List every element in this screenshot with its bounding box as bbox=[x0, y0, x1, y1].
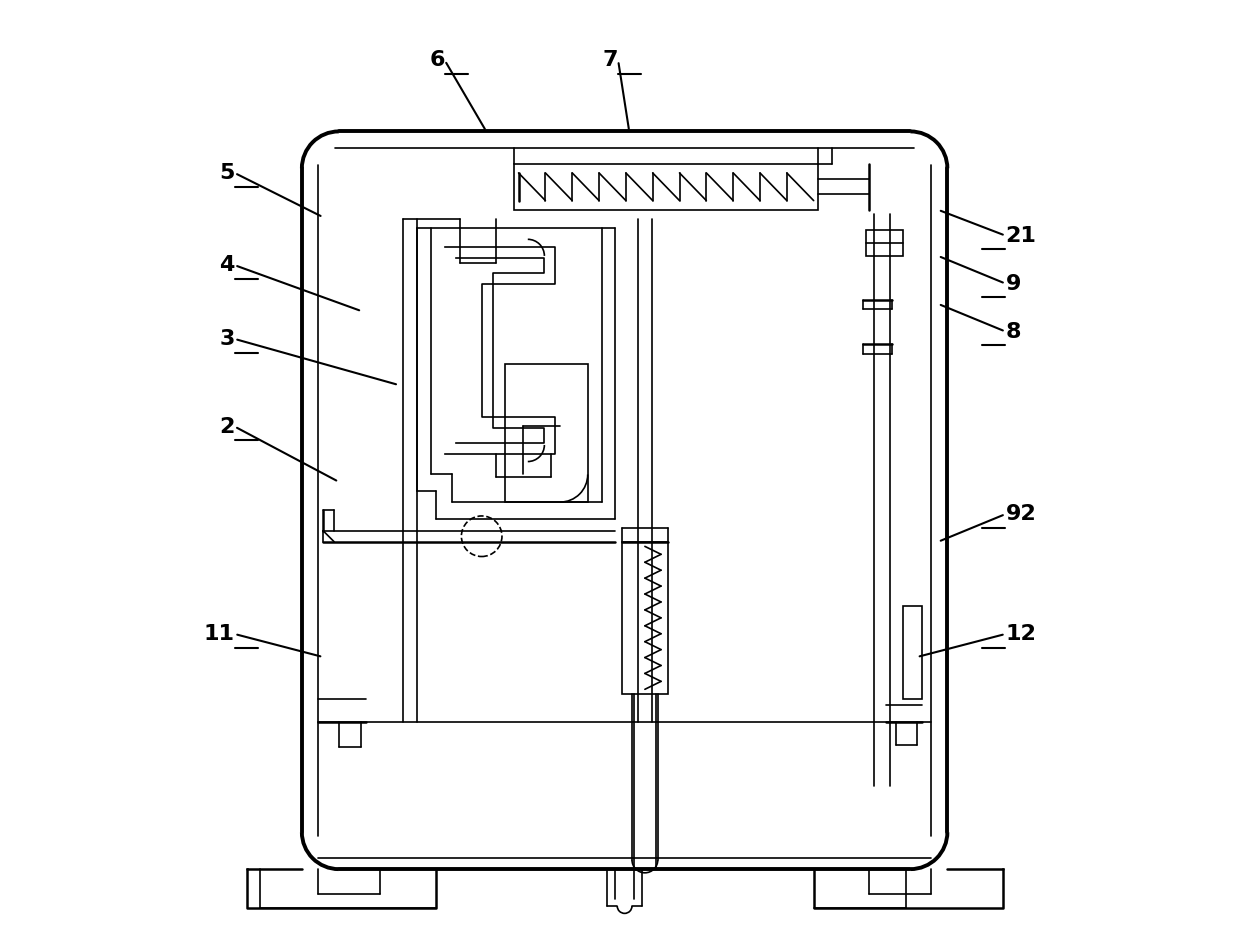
Text: 7: 7 bbox=[603, 51, 619, 70]
Text: 5: 5 bbox=[219, 163, 234, 183]
Text: 2: 2 bbox=[219, 417, 234, 436]
Bar bbox=[621, 542, 668, 694]
Text: 3: 3 bbox=[219, 329, 234, 349]
Text: 9: 9 bbox=[1006, 273, 1021, 294]
Text: 4: 4 bbox=[219, 256, 234, 275]
Text: 8: 8 bbox=[1006, 322, 1021, 342]
Text: 92: 92 bbox=[1006, 505, 1037, 524]
Text: 11: 11 bbox=[203, 624, 234, 644]
Text: 21: 21 bbox=[1006, 226, 1037, 245]
Text: 6: 6 bbox=[429, 51, 445, 70]
Bar bbox=[903, 607, 921, 698]
Bar bbox=[867, 230, 903, 256]
Bar bbox=[505, 364, 588, 502]
Text: 12: 12 bbox=[1006, 624, 1037, 644]
Bar bbox=[513, 164, 818, 210]
